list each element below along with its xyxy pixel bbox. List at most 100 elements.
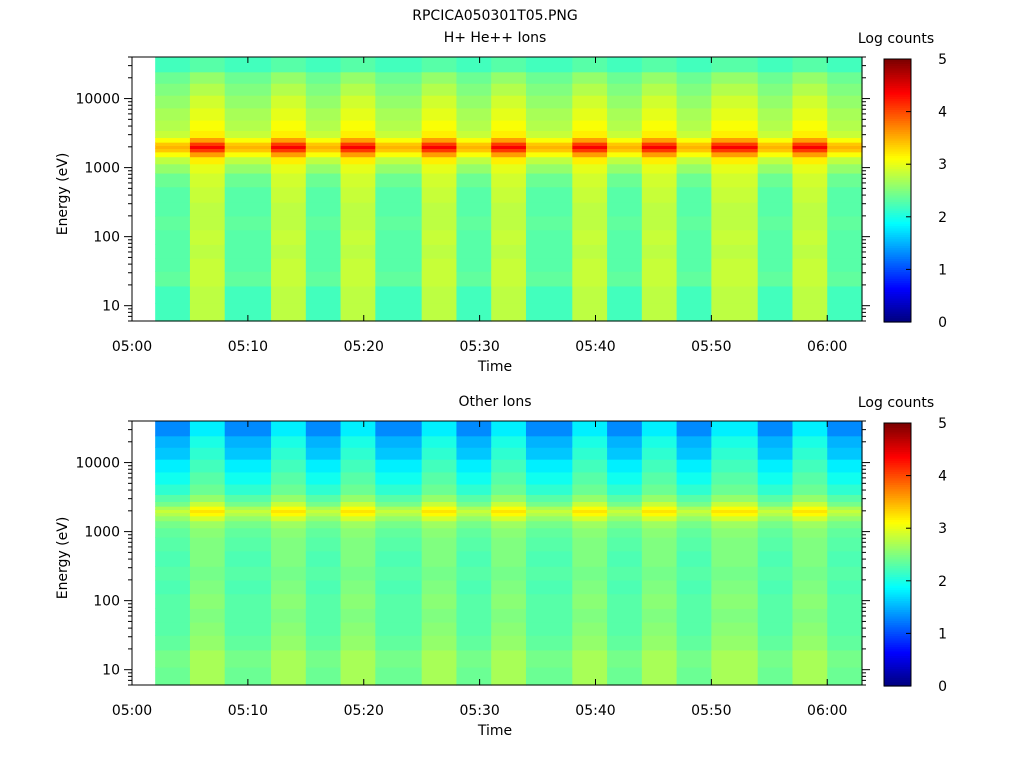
colorbar-segment [884,131,911,135]
heatmap-cell [189,229,226,245]
heatmap-cell [224,156,272,165]
colorbar-segment [884,479,911,483]
colorbar-segment [884,506,911,510]
heatmap-cell [676,593,712,609]
heatmap-cell [305,527,342,538]
x-tick-label: 06:00 [807,703,847,719]
heatmap-cell [607,494,643,502]
colorbar-segment [884,291,911,295]
heatmap-cell [189,536,226,552]
colorbar-segment [884,74,911,78]
heatmap-cell [305,512,342,517]
heatmap-cell [155,421,191,437]
colorbar-segment [884,120,911,124]
heatmap-cell [271,285,307,304]
heatmap-cell [421,421,458,437]
colorbar-tick-label: 0 [938,315,947,331]
heatmap-cell [641,57,678,73]
heatmap-cell [155,156,191,165]
heatmap-cell [827,579,863,595]
heatmap-cell [607,107,643,121]
heatmap-cell [375,151,423,158]
heatmap-cell [421,156,458,165]
heatmap-cell [827,501,863,507]
heatmap-cell [155,244,191,259]
heatmap-cell [572,202,608,217]
heatmap-cell [456,506,492,510]
heatmap-cell [711,666,759,686]
heatmap-cell [305,421,342,437]
colorbar-segment [884,164,911,167]
colorbar-segment [884,631,911,634]
heatmap-cell [421,506,458,510]
heatmap-cell [421,527,458,538]
colorbar-segment [884,510,911,514]
colorbar-segment [884,172,911,176]
heatmap-cell [375,163,423,174]
heatmap-cell [792,421,828,437]
heatmap-cell [792,172,828,188]
x-tick-label: 05:50 [691,703,731,719]
colorbar-segment [884,484,911,488]
heatmap-cell [491,215,527,231]
heatmap-cell [155,515,191,522]
heatmap-cell [792,515,828,522]
heatmap-cell [676,202,712,217]
heatmap-cell [375,285,423,304]
heatmap-cell [340,172,376,188]
heatmap-cell [189,509,226,513]
colorbar-segment [884,534,911,538]
heatmap-cell [641,156,678,165]
heatmap-cell [572,520,608,529]
colorbar-segment [884,482,911,485]
heatmap-cell [305,593,342,609]
heatmap-cell [305,95,342,109]
heatmap-cell [491,229,527,245]
heatmap-cell [375,57,423,73]
colorbar-tick-label: 3 [938,521,947,537]
heatmap-cell [572,566,608,581]
heatmap-cell [305,566,342,581]
heatmap-cell [305,536,342,552]
heatmap-cell [676,271,712,287]
heatmap-cell [155,119,191,131]
heatmap-cell [607,215,643,231]
colorbar-segment [884,655,911,659]
heatmap-cell [305,142,342,146]
heatmap-cells [155,57,863,322]
heatmap-cell [375,459,423,473]
heatmap-cell [305,302,342,322]
heatmap-cell [572,244,608,259]
colorbar-segment [884,80,911,84]
heatmap-cell [792,566,828,581]
heatmap-cell [375,95,423,109]
heatmap-cell [456,71,492,84]
colorbar-segment [884,105,911,108]
heatmap-cell [224,512,272,517]
heatmap-cell [827,107,863,121]
heatmap-cell [641,483,678,495]
heatmap-cell [641,622,678,636]
heatmap-cell [757,271,794,287]
heatmap-cell [491,622,527,636]
colorbar-segment [884,563,911,567]
heatmap-cell [525,163,573,174]
heatmap-cell [456,130,492,138]
heatmap-cell [676,163,712,174]
heatmap-cell [607,172,643,188]
heatmap-cell [305,145,342,149]
heatmap-cell [757,215,794,231]
heatmap-cell [421,483,458,495]
colorbar-segment [884,453,911,457]
heatmap-cell [375,622,423,636]
colorbar-segment [884,282,911,286]
colorbar-segment [884,613,911,617]
colorbar-segment [884,89,911,93]
heatmap-cell [525,285,573,304]
heatmap-cell [607,550,643,567]
colorbar-segment [884,319,911,323]
heatmap-cell [271,506,307,510]
heatmap-cell [271,550,307,567]
colorbar-label: Log counts [858,31,934,47]
heatmap-cell [305,172,342,188]
